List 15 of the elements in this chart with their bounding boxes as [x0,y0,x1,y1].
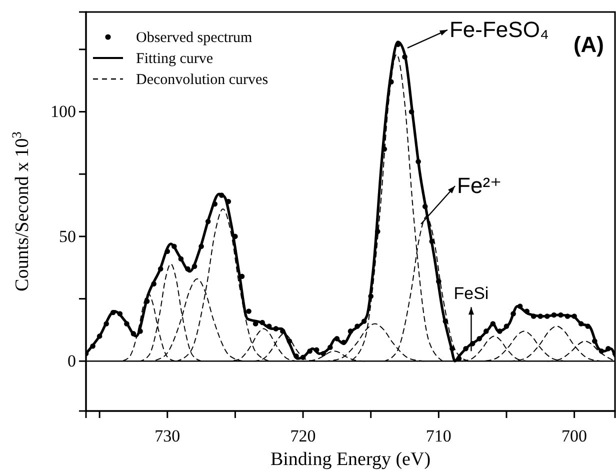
x-tick-label: 720 [290,426,316,446]
annotation: FeSi [454,284,489,304]
y-tick-label: 50 [59,226,76,246]
x-tick-label: 730 [154,426,180,446]
legend-label: Observed spectrum [136,30,253,46]
y-tick-label: 100 [50,102,76,122]
legend-label: Fitting curve [136,51,214,67]
y-tick-label: 0 [68,352,76,371]
annotation: (A) [573,32,604,57]
x-tick-label: 710 [426,426,452,446]
x-tick-label: 700 [562,426,588,446]
x-axis-title: Binding Energy (eV) [270,449,431,470]
legend-label: Deconvolution curves [136,72,268,88]
annotation: Fe-FeSO₄ [449,16,549,42]
annotation: Fe²⁺ [457,172,502,198]
